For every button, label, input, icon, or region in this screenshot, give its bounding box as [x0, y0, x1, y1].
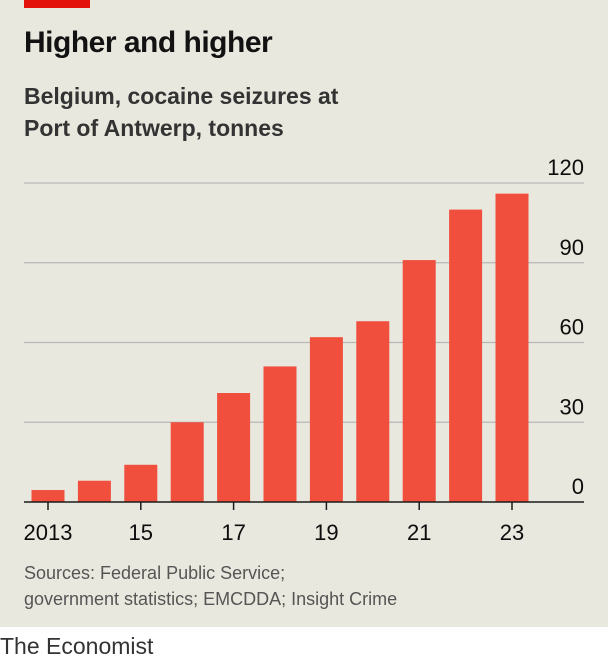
y-tick-label: 120	[547, 155, 584, 180]
gridlines	[24, 182, 584, 423]
bar-2019	[309, 337, 343, 502]
x-tick-label: 2013	[24, 520, 73, 545]
source-line-1: Sources: Federal Public Service;	[24, 563, 286, 583]
x-tick-label: 21	[407, 520, 431, 545]
source-line-2: government statistics; EMCDDA; Insight C…	[24, 589, 398, 609]
chart-title: Higher and higher	[24, 26, 273, 59]
bar-2022	[449, 209, 483, 503]
bars	[31, 193, 529, 503]
bar-2014	[77, 480, 111, 502]
tick-labels: 0 30 60 90 120 2013 15 17 19 21 23	[24, 155, 584, 545]
bar-chart: 0 30 60 90 120 2013 15 17 19 21 23	[24, 155, 584, 545]
brand-red-tag	[24, 0, 90, 8]
bar-2017	[217, 393, 251, 502]
x-axis	[24, 501, 584, 510]
x-tick-label: 19	[314, 520, 338, 545]
bar-2018	[263, 366, 297, 502]
source-note: Sources: Federal Public Service; governm…	[24, 560, 584, 612]
bar-2020	[356, 321, 390, 502]
y-tick-label: 30	[560, 394, 584, 419]
bar-2016	[170, 422, 204, 502]
x-tick-label: 15	[129, 520, 153, 545]
y-tick-label: 0	[572, 474, 584, 499]
bar-2023	[495, 193, 529, 502]
x-tick-label: 23	[500, 520, 524, 545]
bar-2015	[124, 464, 158, 502]
bar-2013	[31, 490, 65, 502]
y-tick-label: 90	[560, 235, 584, 260]
y-tick-label: 60	[560, 315, 584, 340]
subtitle-line-1: Belgium, cocaine seizures at	[24, 83, 339, 109]
subtitle-line-2: Port of Antwerp, tonnes	[24, 115, 284, 141]
chart-subtitle: Belgium, cocaine seizures at Port of Ant…	[24, 80, 424, 144]
x-tick-label: 17	[221, 520, 245, 545]
publisher-logo: The Economist	[0, 633, 154, 659]
bar-2021	[402, 260, 436, 502]
chart-panel: Higher and higher Belgium, cocaine seizu…	[0, 0, 608, 627]
